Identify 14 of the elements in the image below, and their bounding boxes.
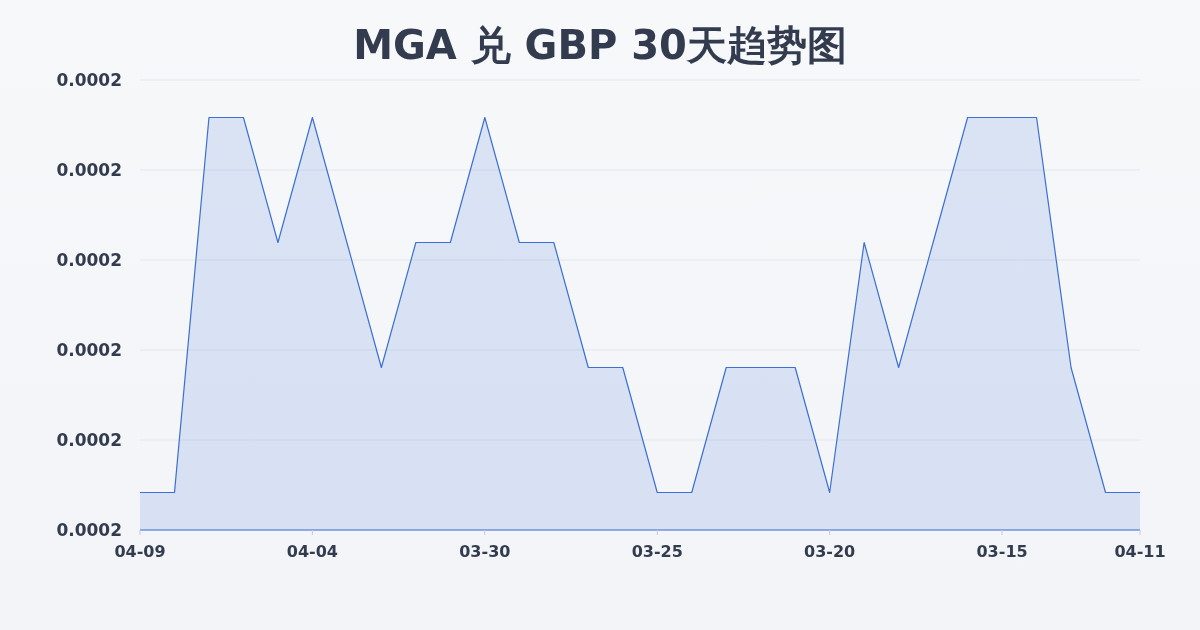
x-tick-label: 03-15 (976, 541, 1028, 561)
y-tick-label: 0.0002 (56, 69, 122, 90)
y-tick-label: 0.0002 (56, 519, 122, 540)
y-tick-label: 0.0002 (56, 159, 122, 180)
y-tick-label: 0.0002 (56, 429, 122, 450)
x-tick-label: 03-25 (631, 541, 683, 561)
x-tick-label: 04-09 (114, 541, 166, 561)
chart-title: MGA 兑 GBP 30天趋势图 (353, 22, 847, 68)
x-tick-label: 03-30 (459, 541, 511, 561)
x-tick-label: 04-11 (1114, 541, 1166, 561)
y-tick-label: 0.0002 (56, 339, 122, 360)
x-tick-label: 04-04 (286, 541, 338, 561)
x-tick-label: 03-20 (804, 541, 856, 561)
y-tick-label: 0.0002 (56, 249, 122, 270)
